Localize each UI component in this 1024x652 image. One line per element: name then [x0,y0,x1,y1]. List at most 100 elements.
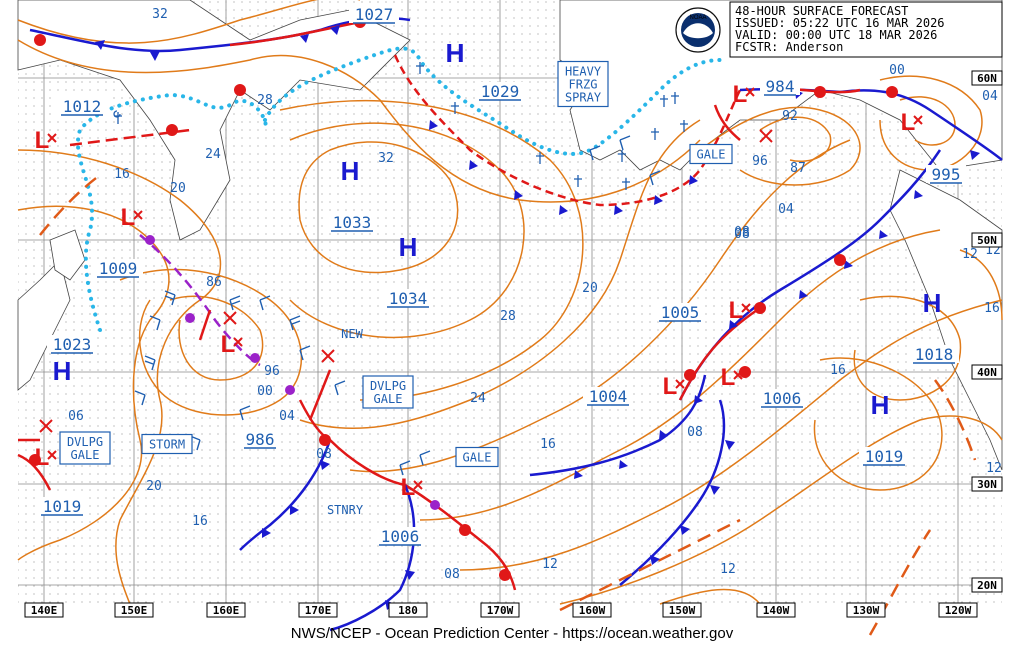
credit-line: NWS/NCEP - Ocean Prediction Center - htt… [290,625,734,642]
svg-text:L: L [733,81,748,108]
svg-text:H: H [446,38,465,68]
lat-label-20N: 20N [971,577,1003,593]
header-line-2: VALID: 00:00 UTC 18 MAR 2026 [735,28,937,42]
svg-text:L: L [401,474,416,501]
isobar-value: 08 [734,227,750,242]
center-pressure-value: 995 [932,165,961,184]
svg-text:L: L [35,444,50,471]
lon-label-180: 180 [388,602,428,618]
svg-text:30N: 30N [977,478,997,491]
svg-text:40N: 40N [977,366,997,379]
svg-text:DVLPG: DVLPG [67,435,103,449]
lat-label-50N: 50N [971,232,1003,248]
high-pressure-center: H 1027 [349,5,464,68]
low-pressure-center: L 1009 [93,204,143,278]
svg-text:60N: 60N [977,72,997,85]
svg-text:L: L [35,127,50,154]
cold-front-south [329,484,416,632]
high-pressure-center: H 1034 [383,232,433,308]
svg-text:160W: 160W [579,604,606,617]
svg-text:L: L [663,373,678,400]
svg-text:120W: 120W [945,604,972,617]
isobars [17,0,1003,605]
svg-text:170W: 170W [487,604,514,617]
high-pressure-center: H 1019 [859,390,909,466]
lon-label-140E: 140E [24,602,64,618]
isobar-value: 16 [984,301,1000,316]
center-pressure-value: 1034 [389,289,428,308]
motion-arrows [18,104,741,442]
isobar-value: 04 [982,89,998,104]
lat-label-60N: 60N [971,70,1003,86]
low-pressure-center: L 1012 [35,97,107,154]
isobar-value: 20 [146,479,162,494]
lat-label-30N: 30N [971,476,1003,492]
svg-text:130W: 130W [853,604,880,617]
isobar-value: 04 [778,202,794,217]
isobar-value: 16 [192,514,208,529]
lon-label-160W: 160W [572,602,612,618]
ice-edges [76,46,722,332]
isobar-value: 20 [170,181,186,196]
svg-text:GALE: GALE [463,451,492,465]
lon-label-170W: 170W [480,602,520,618]
hokkaido-land [49,229,86,281]
svg-text:NOAA: NOAA [689,15,706,21]
isobar-value: 08 [734,225,750,240]
center-pressure-value: 984 [766,77,795,96]
isobar-value: 08 [316,447,332,462]
forecast-header: NOAA 48-HOUR SURFACE FORECAST ISSUED: 05… [675,1,1003,58]
text-annotations: NEW STNRY [327,327,364,517]
header-line-3: FCSTR: Anderson [735,40,843,54]
svg-text:H: H [923,288,942,318]
svg-text:H: H [871,390,890,420]
isobar-value: 96 [264,364,280,379]
front-kamchatka-occluded [139,234,261,367]
center-pressure-value: 1027 [355,5,394,24]
high-pressure-center: H 1029 [446,38,525,101]
lon-label-160E: 160E [206,602,246,618]
low-pressure-center: L 1006 [375,474,425,546]
svg-text:160E: 160E [213,604,240,617]
svg-text:140E: 140E [31,604,58,617]
warning-gale: GALE [455,446,499,468]
svg-text:GALE: GALE [374,392,403,406]
high-pressure-center: H 1033 [327,156,377,232]
center-pressure-value: 1004 [589,387,628,406]
isobar-value: 06 [68,409,84,424]
isobar-value: 00 [257,384,273,399]
center-pressure-value: 1009 [99,259,138,278]
svg-text:180: 180 [398,604,418,617]
low-pressure-center: L 984 [733,77,800,108]
cold-front-central [239,439,332,551]
latitude-labels: 60N 50N 40N 30N 20N [971,70,1003,593]
header-line-1: ISSUED: 05:22 UTC 16 MAR 2026 [735,16,945,30]
svg-text:20N: 20N [977,579,997,592]
isobar-value: 86 [206,275,222,290]
svg-text:H: H [399,232,418,262]
center-pressure-value: 1012 [63,97,102,116]
warning-boxes: HEAVYFRZGSPRAYGALEDVLPGGALESTORMDVLPGGAL… [59,60,733,468]
low-pressure-center: L 1005 [655,297,751,324]
high-pressure-center: H 1018 [909,288,959,364]
isobar-value: 12 [720,562,736,577]
svg-text:170E: 170E [305,604,332,617]
isobar-value: 04 [279,409,295,424]
lon-label-130W: 130W [846,602,886,618]
annotation-stnry: STNRY [327,503,364,517]
svg-text:SPRAY: SPRAY [565,91,602,105]
warning-gale: GALE [689,143,733,165]
isobar-value: 32 [152,7,168,22]
isobar-value: 96 [752,154,768,169]
lon-label-140W: 140W [756,602,796,618]
svg-text:150E: 150E [121,604,148,617]
svg-text:L: L [221,331,236,358]
isobar-value: 12 [986,461,1002,476]
high-pressure-center: H 1023 [47,335,97,386]
isobar-value: 08 [687,425,703,440]
low-pressure-center: L 1019 [35,444,87,516]
isobar-value: 32 [378,151,394,166]
